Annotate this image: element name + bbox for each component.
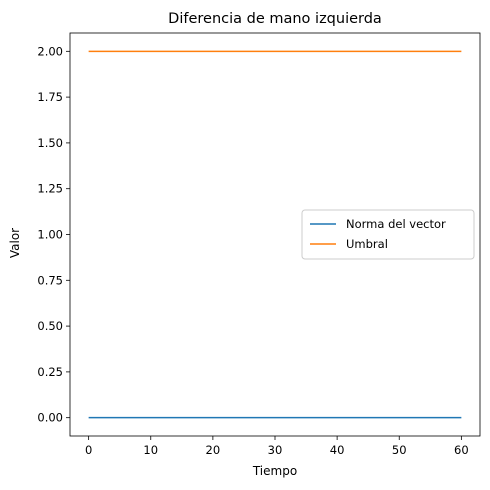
y-tick-label: 0.75 — [37, 273, 63, 287]
x-tick-label: 10 — [143, 443, 158, 457]
y-tick-label: 1.50 — [37, 136, 63, 150]
y-axis-label: Valor — [8, 228, 22, 258]
y-tick-label: 2.00 — [37, 44, 63, 58]
x-tick-label: 0 — [85, 443, 92, 457]
legend: Norma del vector Umbral — [301, 209, 475, 260]
y-tick-label: 1.75 — [37, 90, 63, 104]
x-axis-label: Tiempo — [252, 464, 297, 478]
x-axis-ticks: 0 10 20 30 40 50 60 — [85, 436, 469, 457]
chart-title: Diferencia de mano izquierda — [168, 11, 382, 27]
x-tick-label: 40 — [330, 443, 345, 457]
x-tick-label: 50 — [392, 443, 407, 457]
y-tick-label: 1.00 — [37, 228, 63, 242]
x-tick-label: 30 — [268, 443, 283, 457]
legend-label-2: Umbral — [346, 237, 388, 251]
y-tick-label: 0.50 — [37, 319, 63, 333]
legend-frame — [301, 209, 475, 260]
y-tick-label: 1.25 — [37, 182, 63, 196]
y-tick-label: 0.25 — [37, 365, 63, 379]
x-tick-label: 60 — [454, 443, 469, 457]
legend-label-1: Norma del vector — [346, 217, 446, 231]
x-tick-label: 20 — [206, 443, 221, 457]
y-axis-ticks: 0.00 0.25 0.50 0.75 1.00 1.25 1.50 1.75 2.00 — [37, 44, 70, 425]
y-tick-label: 0.00 — [37, 411, 63, 425]
